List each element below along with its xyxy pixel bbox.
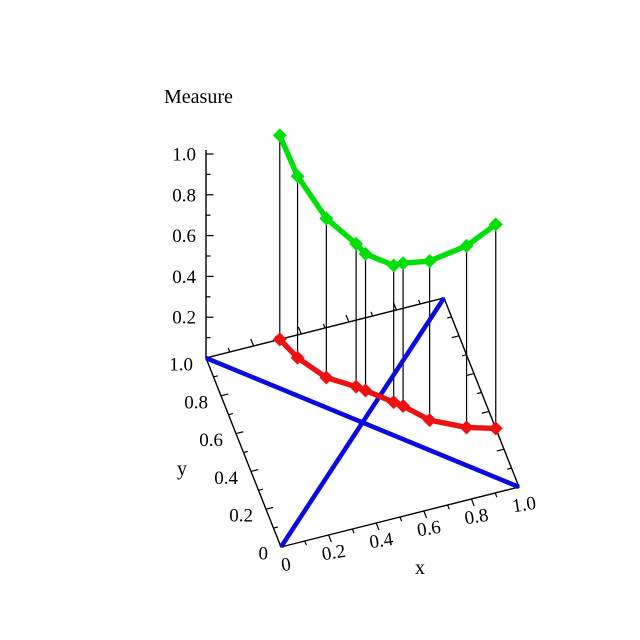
- y-axis-tick: [235, 431, 244, 435]
- x-axis-far-tick: [250, 338, 255, 347]
- y-axis-tick-label: 1.0: [169, 355, 193, 376]
- base-point-marker: [488, 421, 503, 436]
- measure-point-marker: [349, 236, 364, 251]
- z-axis-tick-label: 1.0: [172, 145, 196, 166]
- y-axis-tick: [243, 450, 249, 454]
- y-axis-tick: [258, 488, 264, 491]
- x-axis-far-tick: [345, 314, 350, 323]
- base-point-marker: [459, 420, 474, 435]
- x-axis-tick: [494, 492, 498, 498]
- y-axis-tick-label: 0.2: [229, 506, 253, 527]
- x-axis-tick-label: 1.0: [511, 493, 538, 517]
- measure-point-marker: [386, 258, 401, 273]
- base-projection-curve-line: [277, 336, 499, 432]
- z-axis-tick-label: 0.2: [172, 308, 196, 329]
- base-point-marker: [422, 413, 437, 428]
- z-axis-title: Measure: [164, 86, 233, 108]
- y-axis-far-tick: [506, 467, 512, 470]
- x-axis-tick: [304, 540, 308, 546]
- base-point-marker: [358, 383, 373, 398]
- x-axis-title: x: [415, 557, 425, 579]
- x-axis-tick: [423, 510, 428, 519]
- base-point-marker: [290, 350, 305, 365]
- x-axis-far-tick: [322, 323, 326, 329]
- y-axis-tick-label: 0.8: [184, 392, 208, 413]
- y-axis-tick-label: 0: [259, 544, 269, 565]
- x-axis-far-tick: [297, 326, 302, 335]
- base-point-marker: [319, 370, 334, 385]
- y-axis-tick: [228, 413, 234, 416]
- y-axis-tick-label: 0.6: [199, 430, 223, 451]
- diagonal-lines: [205, 296, 520, 549]
- z-axis-tick-label: 0.4: [172, 267, 196, 288]
- measure-point-marker: [422, 254, 437, 269]
- x-axis-tick-label: 0: [280, 554, 293, 576]
- x-axis-tick: [470, 498, 475, 507]
- x-axis-tick: [447, 504, 450, 510]
- base-point-marker: [272, 332, 287, 347]
- y-axis-tick: [273, 526, 279, 529]
- y-axis-far-tick: [446, 316, 452, 319]
- measure-curve-line: [277, 132, 499, 269]
- x-axis-far-tick: [227, 347, 231, 353]
- measure-point-marker: [319, 211, 334, 226]
- x-axis-tick-label: 0.8: [463, 505, 490, 529]
- base-point-marker: [396, 399, 411, 414]
- x-axis-far-tick: [370, 311, 374, 317]
- y-axis-tick: [220, 393, 229, 397]
- x-axis-tick: [351, 528, 355, 534]
- y-axis-tick-label: 0.4: [214, 468, 238, 489]
- x-axis-far-tick: [417, 299, 421, 305]
- x-axis-tick: [328, 534, 332, 543]
- z-axis-tick-label: 0.8: [172, 185, 196, 206]
- measure-point-marker: [358, 246, 373, 261]
- measure-curve: [272, 128, 503, 273]
- x-axis-tick-label: 0.2: [320, 541, 347, 565]
- y-axis-far-tick: [481, 410, 490, 414]
- axis-ticks: [206, 153, 512, 546]
- measure-point-marker: [396, 256, 411, 271]
- x-axis-tick: [375, 522, 380, 531]
- y-axis-far-tick: [466, 373, 475, 377]
- measure-point-marker: [290, 169, 305, 184]
- y-axis-far-tick: [476, 391, 482, 395]
- measure-point-marker: [272, 128, 287, 143]
- y-axis-tick: [213, 375, 219, 378]
- z-axis-tick-label: 0.6: [172, 226, 196, 247]
- x-axis-tick-labels: 0 0.2 0.4 0.6 0.8 1.0: [280, 493, 538, 576]
- y-axis-title: y: [177, 458, 187, 480]
- x-axis-tick-label: 0.6: [416, 517, 443, 541]
- axis-titles: x y Measure: [164, 86, 425, 579]
- measure-point-marker: [459, 238, 474, 253]
- diagonal-y-equals-1-minus-x: [205, 355, 520, 490]
- y-axis-far-tick: [451, 335, 460, 339]
- x-axis-tick: [399, 516, 403, 522]
- base-projection-curve: [272, 332, 503, 436]
- stem-lines: [279, 135, 497, 429]
- measure-point-marker: [488, 217, 503, 232]
- y-axis-tick-labels: 0 0.2 0.4 0.6 0.8 1.0: [169, 355, 268, 565]
- y-axis-far-tick: [461, 354, 467, 357]
- y-axis-far-tick: [496, 448, 505, 452]
- x-axis-tick-label: 0.4: [368, 529, 395, 554]
- y-axis-tick: [250, 468, 259, 472]
- y-axis-tick: [265, 506, 274, 510]
- z-axis-tick-labels: 0.2 0.4 0.6 0.8 1.0: [172, 145, 196, 329]
